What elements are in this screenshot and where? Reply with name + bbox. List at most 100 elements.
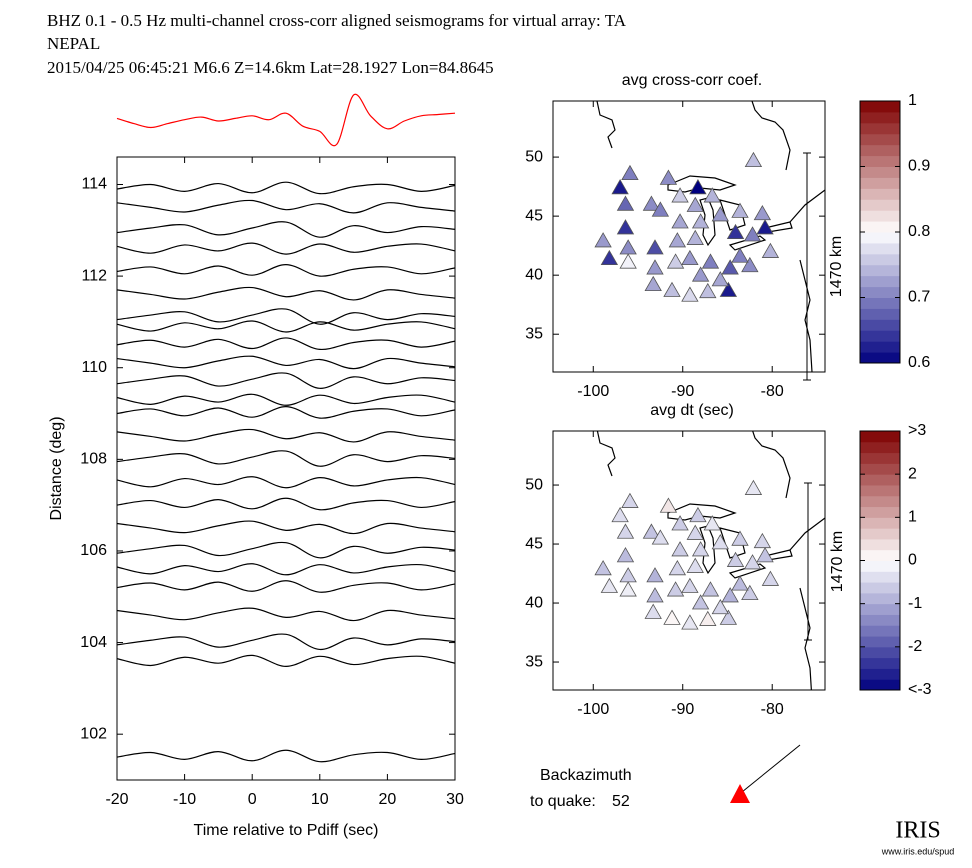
colorbar-band bbox=[860, 452, 900, 464]
colorbar-band bbox=[860, 506, 900, 518]
trace bbox=[116, 286, 456, 301]
plot-frame bbox=[552, 100, 826, 373]
colorbar-band bbox=[860, 111, 900, 124]
station bbox=[691, 213, 710, 229]
y-tick-label: 104 bbox=[80, 634, 107, 651]
trace bbox=[116, 580, 456, 593]
station bbox=[671, 213, 689, 229]
colorbar-band bbox=[860, 571, 900, 583]
colorbar-band bbox=[860, 560, 900, 572]
colorbar-band bbox=[860, 582, 900, 594]
station bbox=[726, 223, 745, 240]
y-tick-label: 45 bbox=[525, 535, 543, 552]
trace bbox=[116, 308, 456, 325]
station bbox=[663, 281, 681, 297]
x-tick-label: 10 bbox=[311, 791, 329, 808]
scale-label: 1470 km bbox=[829, 531, 846, 592]
trace bbox=[116, 450, 456, 467]
station bbox=[741, 584, 759, 600]
trace bbox=[116, 654, 456, 667]
colorbar-band bbox=[860, 484, 900, 497]
station bbox=[611, 178, 629, 195]
station bbox=[699, 610, 717, 626]
station bbox=[616, 547, 635, 563]
station bbox=[671, 187, 689, 203]
backazimuth-prefix: to quake: bbox=[530, 793, 596, 810]
station bbox=[731, 530, 749, 546]
x-tick-label: -80 bbox=[761, 701, 784, 718]
colorbar-band bbox=[860, 636, 900, 648]
station bbox=[621, 492, 639, 508]
station bbox=[644, 275, 662, 292]
station bbox=[619, 581, 637, 597]
plot-frame bbox=[116, 156, 456, 781]
x-tick-label: -90 bbox=[671, 383, 694, 400]
colorbar-band bbox=[860, 297, 900, 309]
colorbar-tick-label: 0 bbox=[908, 552, 917, 569]
colorbar-band bbox=[860, 144, 900, 157]
station bbox=[671, 541, 689, 557]
station bbox=[689, 178, 707, 195]
trace bbox=[116, 320, 456, 333]
station bbox=[594, 232, 612, 248]
x-tick-label: -80 bbox=[761, 383, 784, 400]
station bbox=[711, 206, 730, 222]
station bbox=[671, 515, 689, 531]
trace bbox=[116, 393, 456, 406]
station bbox=[666, 581, 685, 597]
y-tick-label: 106 bbox=[80, 542, 107, 559]
trace bbox=[116, 476, 456, 489]
trace bbox=[116, 497, 456, 511]
station bbox=[686, 196, 704, 212]
colorbar-tick-label: 0.7 bbox=[908, 289, 930, 306]
y-tick-label: 112 bbox=[81, 267, 107, 284]
station bbox=[719, 281, 738, 297]
colorbar-band bbox=[860, 646, 900, 659]
colorbar-band bbox=[860, 155, 900, 167]
station bbox=[668, 232, 687, 248]
colorbar-band bbox=[860, 657, 900, 669]
station bbox=[731, 247, 749, 263]
plot-frame bbox=[552, 430, 826, 691]
x-tick-label: -20 bbox=[105, 791, 128, 808]
y-tick-label: 45 bbox=[525, 207, 543, 224]
header-line: BHZ 0.1 - 0.5 Hz multi-channel cross-cor… bbox=[47, 11, 627, 30]
station bbox=[691, 594, 710, 610]
colorbar-band bbox=[860, 463, 900, 475]
station bbox=[611, 506, 629, 523]
coastline bbox=[596, 431, 825, 690]
colorbar-band bbox=[860, 431, 900, 443]
y-tick-label: 35 bbox=[525, 325, 543, 342]
station bbox=[721, 259, 739, 275]
colorbar-tick-label: 2 bbox=[908, 465, 917, 482]
station bbox=[651, 201, 670, 217]
scale-label: 1470 km bbox=[828, 236, 845, 297]
station bbox=[756, 219, 774, 235]
backazimuth-arrow bbox=[741, 744, 801, 793]
station bbox=[646, 259, 664, 275]
station bbox=[681, 614, 699, 630]
colorbar-band bbox=[860, 101, 900, 113]
colorbar-band bbox=[860, 441, 900, 454]
station bbox=[659, 169, 678, 185]
x-tick-label: 30 bbox=[446, 791, 464, 808]
y-tick-label: 102 bbox=[80, 725, 107, 742]
trace bbox=[116, 199, 456, 214]
trace bbox=[116, 355, 456, 370]
colorbar-band bbox=[860, 474, 900, 486]
colorbar-tick-label: -1 bbox=[908, 595, 922, 612]
colorbar-band bbox=[860, 122, 900, 135]
station bbox=[743, 554, 762, 570]
colorbar-band bbox=[860, 330, 900, 342]
backazimuth-label: Backazimuth bbox=[540, 767, 632, 784]
colorbar-tick-label: 0.8 bbox=[908, 223, 930, 240]
y-tick-label: 108 bbox=[80, 451, 107, 468]
station bbox=[689, 506, 707, 523]
station bbox=[701, 253, 720, 269]
y-tick-label: 50 bbox=[525, 148, 543, 165]
colorbar-band bbox=[860, 549, 900, 561]
trace bbox=[116, 749, 456, 763]
trace bbox=[116, 372, 456, 389]
colorbar-band bbox=[860, 538, 900, 551]
